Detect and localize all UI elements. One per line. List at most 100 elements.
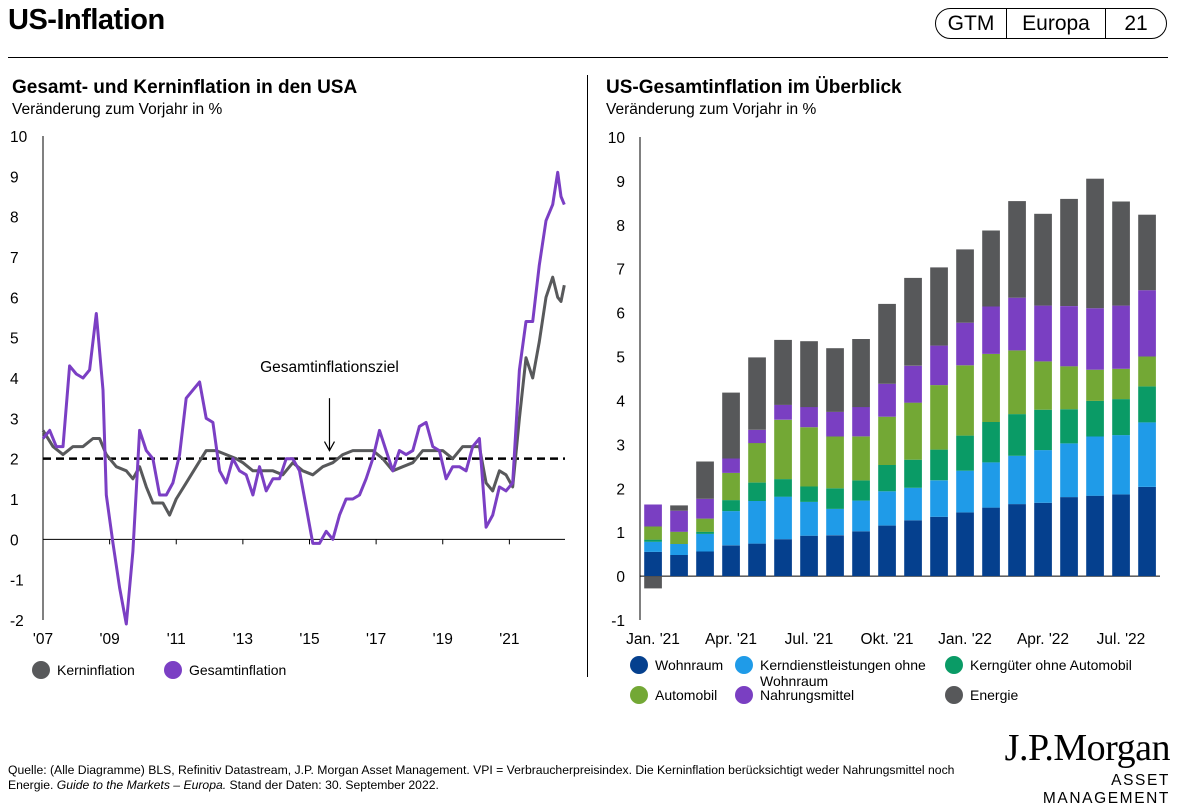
bar-segment bbox=[644, 526, 662, 540]
y-tick-label: 10 bbox=[10, 129, 28, 146]
legend-swatch bbox=[945, 656, 963, 674]
x-tick-label: '19 bbox=[433, 631, 453, 645]
bar-segment bbox=[800, 407, 818, 428]
legend-label: Kerngüter ohne Automobil bbox=[970, 657, 1132, 673]
bar-segment bbox=[1008, 350, 1026, 415]
jpmorgan-logo: J.P.Morgan ASSET MANAGEMENT bbox=[990, 727, 1171, 808]
legend-label: Wohnraum bbox=[655, 657, 724, 673]
bar-segment bbox=[1138, 487, 1156, 577]
y-tick-label: 0 bbox=[616, 569, 625, 586]
bar-segment bbox=[800, 341, 818, 408]
bar-segment bbox=[956, 365, 974, 436]
bar-segment bbox=[1138, 214, 1156, 291]
bar-segment bbox=[878, 416, 896, 465]
x-tick-label: Okt. '21 bbox=[861, 631, 914, 648]
bar-segment bbox=[670, 505, 688, 511]
bar-segment bbox=[878, 383, 896, 417]
bar-segment bbox=[1138, 422, 1156, 487]
bar-segment bbox=[982, 507, 1000, 577]
bar-segment bbox=[748, 443, 766, 483]
bar-segment bbox=[774, 404, 792, 420]
badge-page-number: 21 bbox=[1124, 11, 1148, 35]
bar-segment bbox=[644, 539, 662, 542]
bar-segment bbox=[982, 353, 1000, 422]
target-arrow-head bbox=[323, 441, 336, 452]
bar-segment bbox=[982, 230, 1000, 307]
bar-segment bbox=[800, 501, 818, 536]
bar-segment bbox=[1034, 213, 1052, 306]
legend-label: Kerndienstleistungen ohne Wohnraum bbox=[760, 657, 926, 689]
x-tick-label: Jul. '21 bbox=[785, 631, 834, 648]
bar-segment bbox=[722, 458, 740, 473]
bar-segment bbox=[904, 520, 922, 577]
bar-segment bbox=[826, 436, 844, 489]
bar-segment bbox=[1060, 366, 1078, 410]
bar-segment bbox=[904, 277, 922, 366]
bar-segment bbox=[722, 472, 740, 501]
x-tick-label: '11 bbox=[167, 631, 186, 645]
bar-segment bbox=[1112, 201, 1130, 306]
x-tick-label: Jan. '22 bbox=[938, 631, 992, 648]
bar-segment bbox=[852, 407, 870, 437]
bar-segment bbox=[878, 525, 896, 577]
x-tick-label: Apr. '21 bbox=[705, 631, 757, 648]
bar-segment bbox=[826, 535, 844, 577]
x-tick-label: '21 bbox=[499, 631, 519, 645]
y-tick-label: 0 bbox=[10, 532, 19, 549]
bar-segment bbox=[748, 482, 766, 501]
bar-segment bbox=[930, 345, 948, 386]
x-tick-label: '17 bbox=[366, 631, 386, 645]
bar-segment bbox=[748, 357, 766, 430]
page-title: US-Inflation bbox=[8, 4, 165, 36]
bar-segment bbox=[930, 385, 948, 450]
bar-segment bbox=[904, 487, 922, 521]
bar-segment bbox=[722, 545, 740, 577]
bar-segment bbox=[930, 480, 948, 517]
y-tick-label: 8 bbox=[10, 210, 19, 227]
x-tick-label: Apr. '22 bbox=[1017, 631, 1069, 648]
x-tick-label: '13 bbox=[233, 631, 253, 645]
bar-segment bbox=[852, 531, 870, 577]
bar-segment bbox=[1112, 305, 1130, 369]
x-tick-label: '15 bbox=[299, 631, 319, 645]
bar-segment bbox=[1008, 455, 1026, 505]
page-badge: GTM Europa 21 bbox=[935, 8, 1167, 39]
legend-swatch bbox=[735, 656, 753, 674]
bar-segment bbox=[1086, 495, 1104, 577]
legend-item-kerninflation: Kerninflation bbox=[32, 661, 135, 679]
bar-segment bbox=[904, 459, 922, 488]
bar-segment bbox=[1086, 178, 1104, 309]
bar-segment bbox=[1112, 435, 1130, 495]
bar-segment bbox=[1008, 297, 1026, 351]
legend-item: Wohnraum bbox=[630, 656, 723, 674]
bar-segment bbox=[670, 555, 688, 577]
bar-segment bbox=[1008, 504, 1026, 577]
bar-chart-subtitle: Veränderung zum Vorjahr in % bbox=[606, 101, 817, 118]
legend-swatch bbox=[630, 656, 648, 674]
guide-title: Guide to the Markets – Europa. bbox=[56, 778, 227, 792]
legend-label: Gesamtinflation bbox=[189, 662, 287, 678]
bar-segment bbox=[930, 516, 948, 577]
bar-segment bbox=[774, 496, 792, 540]
bar-segment bbox=[1112, 399, 1130, 436]
line-chart-title: Gesamt- und Kerninflation in den USA bbox=[12, 77, 358, 98]
logo-wordmark: J.P.Morgan bbox=[1004, 727, 1171, 769]
bar-segment bbox=[852, 436, 870, 481]
bar-segment bbox=[696, 461, 714, 499]
bar-segment bbox=[722, 500, 740, 512]
bar-segment bbox=[878, 465, 896, 492]
bar-segment bbox=[748, 543, 766, 577]
x-tick-label: Jul. '22 bbox=[1097, 631, 1146, 648]
y-tick-label: -1 bbox=[611, 613, 625, 630]
y-tick-label: 9 bbox=[10, 169, 19, 186]
bar-segment bbox=[852, 480, 870, 501]
bar-segment bbox=[1112, 368, 1130, 400]
y-tick-label: 9 bbox=[616, 174, 625, 191]
bar-segment bbox=[696, 531, 714, 534]
bar-segment bbox=[982, 462, 1000, 508]
y-tick-label: 7 bbox=[616, 262, 625, 279]
line-chart-legend: Kerninflation Gesamtinflation bbox=[0, 661, 585, 685]
bar-segment bbox=[1060, 497, 1078, 577]
line-chart: 109876543210-1-2'07'09'11'13'15'17'19'21… bbox=[10, 129, 566, 645]
bar-segment bbox=[1086, 400, 1104, 437]
